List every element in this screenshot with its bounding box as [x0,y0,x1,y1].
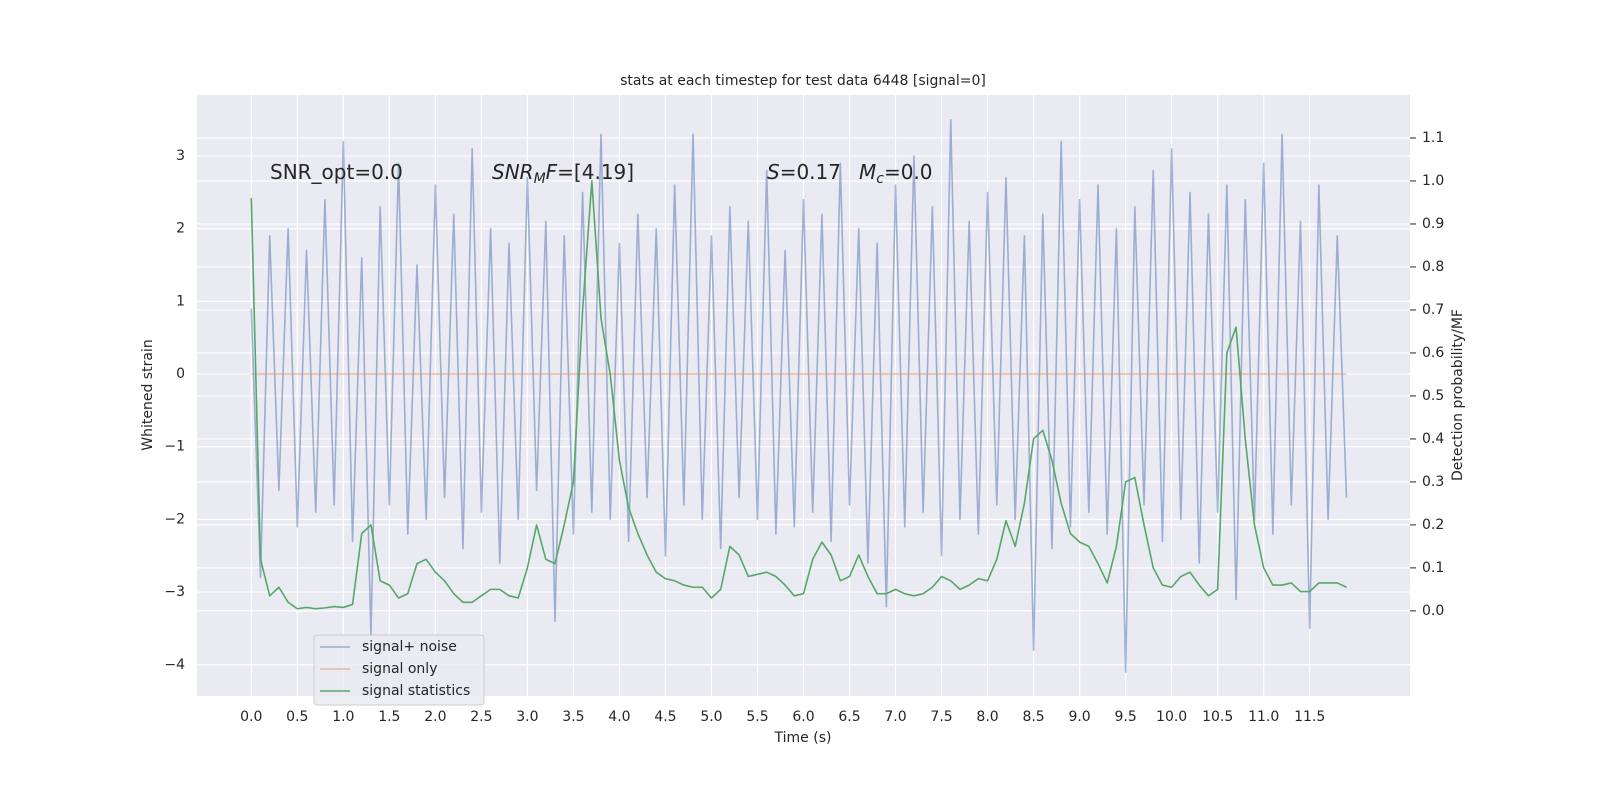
x-tick-label: 1.5 [378,709,400,725]
y-tick-label: 0 [176,366,185,382]
x-tick-label: 9.5 [1114,709,1136,725]
annotation-part: c [876,171,884,187]
annotation-part: SNR_opt=0.0 [270,160,403,184]
y2-tick-label: 1.0 [1422,173,1444,189]
y-axis-label: Whitened strain [140,339,156,450]
annotation-part: =0.0 [884,160,933,184]
x-tick-label: 2.0 [424,709,446,725]
annotation-part: M [534,171,546,187]
y-tick-label: 2 [176,221,185,237]
x-tick-label: 6.0 [792,709,814,725]
annotation: S=0.17 [767,160,841,184]
legend-label: signal+ noise [362,639,457,655]
annotation-part: F [546,160,558,184]
annotation-part: =[4.19] [557,160,634,184]
x-tick-label: 7.5 [930,709,952,725]
x-tick-label: 11.5 [1294,709,1325,725]
legend-box [313,634,485,706]
annotation: SNR_opt=0.0 [270,160,403,184]
annotation-part: M [859,160,876,184]
x-tick-label: 7.0 [884,709,906,725]
x-tick-label: 10.5 [1202,709,1233,725]
x-tick-label: 3.5 [562,709,584,725]
x-tick-label: 8.0 [976,709,998,725]
y2-tick-label: 0.8 [1422,259,1444,275]
x-tick-label: 1.0 [332,709,354,725]
y2-axis-label: Detection probability/MF [1450,309,1466,481]
x-tick-label: 3.0 [516,709,538,725]
y2-tick-label: 0.3 [1422,474,1444,490]
x-tick-label: 5.5 [746,709,768,725]
x-axis-label: Time (s) [774,730,832,746]
marks [250,118,1348,673]
annotation: Mc=0.0 [859,160,933,188]
x-tick-label: 0.5 [286,709,308,725]
y-tick-label: −2 [164,511,185,527]
y2-tick-label: 0.2 [1422,517,1444,533]
x-tick-label: 9.0 [1068,709,1090,725]
annotation-part: =0.17 [780,160,841,184]
y-tick-label: 1 [176,293,185,309]
y2-tick-label: 0.5 [1422,388,1444,404]
x-tick-label: 10.0 [1156,709,1187,725]
y2-tick-label: 0.9 [1422,216,1444,232]
x-tick-label: 4.5 [654,709,676,725]
x-tick-label: 6.5 [838,709,860,725]
annotation-part: S [767,160,780,184]
x-tick-label: 0.0 [240,709,262,725]
y2-tick-label: 0.0 [1422,603,1444,619]
y2-tick-label: 0.1 [1422,560,1444,576]
x-tick-label: 2.5 [470,709,492,725]
labels: 0.0 0.5 1.0 1.5 2.0 2.5 3.0 3.5 4.0 4.5 5.0 5.5 6.0 6… [164,130,1444,725]
x-tick-label: 11.0 [1248,709,1279,725]
legend-label: signal statistics [362,683,470,699]
x-tick-label: 5.0 [700,709,722,725]
annotation: SNRMF=[4.19] [492,160,634,188]
series-line [250,180,1347,610]
y2-tick-label: 0.4 [1422,431,1444,447]
y-tick-label: −3 [164,584,185,600]
y2-tick-label: 1.1 [1422,130,1444,146]
series-line [250,118,1348,673]
y-tick-label: −4 [164,657,185,673]
y2-tick-label: 0.7 [1422,302,1444,318]
y-tick-label: −1 [164,439,185,455]
y2-tick-label: 0.6 [1422,345,1444,361]
y-tick-label: 3 [176,148,185,164]
x-tick-label: 4.0 [608,709,630,725]
chart-title: stats at each timestep for test data 644… [620,73,986,89]
x-tick-label: 8.5 [1022,709,1044,725]
legend-label: signal only [362,661,437,677]
annotation-part: SNR [492,160,534,184]
